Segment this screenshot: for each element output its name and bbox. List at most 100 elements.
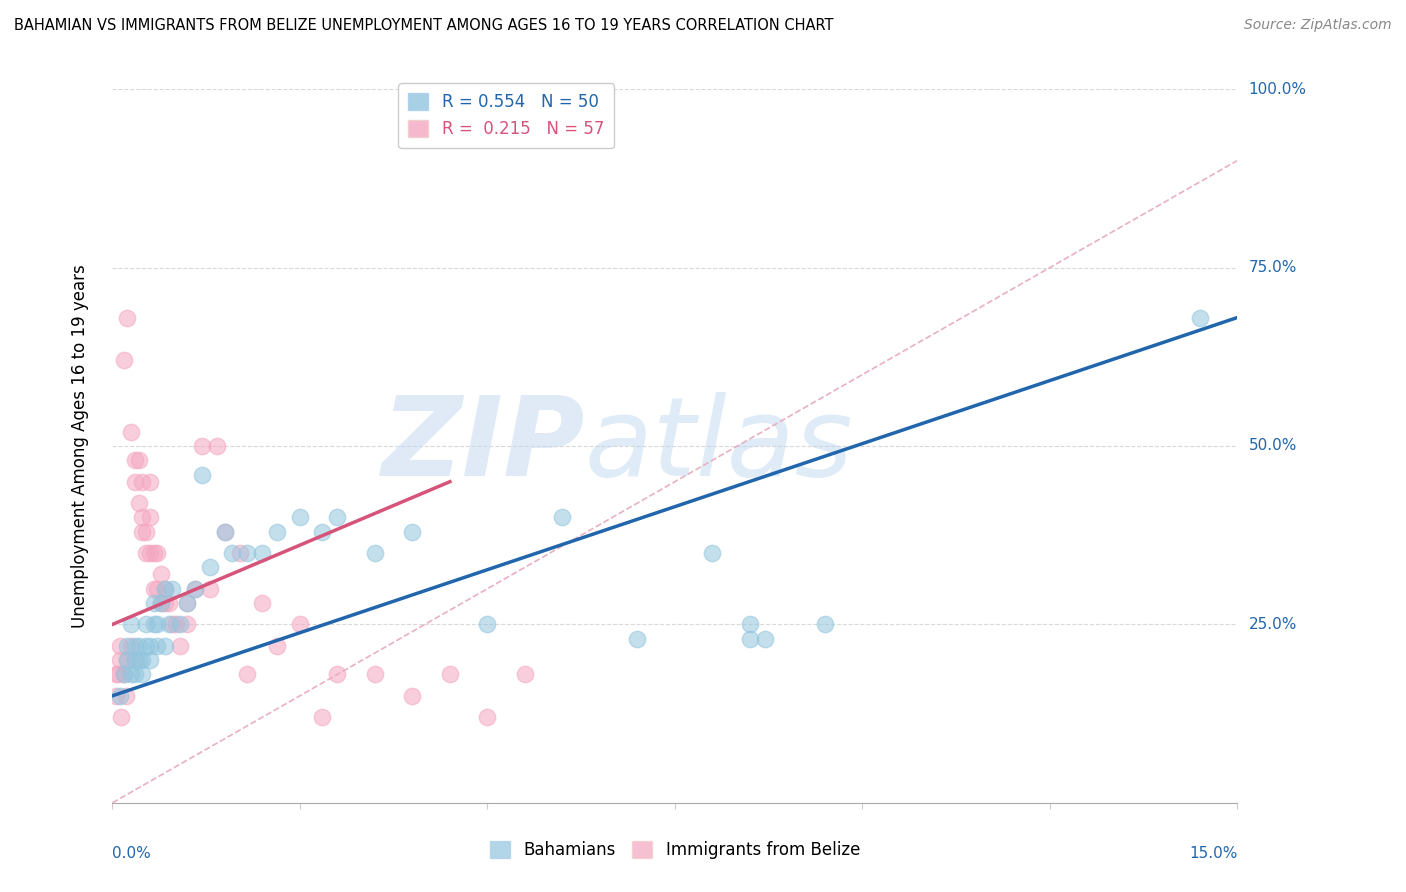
Point [311,710,333,724]
Point [124,639,146,653]
Point [477,710,499,724]
Point [165,617,187,632]
Point [120,667,142,681]
Point [169,639,191,653]
Point [117,653,139,667]
Point [150,596,173,610]
Point [1188,310,1211,325]
Point [401,524,423,539]
Point [364,546,387,560]
Point [162,582,184,596]
Point [146,582,169,596]
Point [266,639,288,653]
Point [214,524,236,539]
Point [131,524,153,539]
Point [153,596,176,610]
Point [176,617,198,632]
Point [207,439,229,453]
Point [124,653,146,667]
Point [551,510,574,524]
Point [198,560,221,574]
Point [252,596,274,610]
Point [214,524,236,539]
Point [626,632,648,646]
Point [128,453,150,467]
Point [142,582,165,596]
Point [131,475,153,489]
Point [115,689,138,703]
Point [105,667,128,681]
Point [108,653,131,667]
Point [124,653,146,667]
Point [135,639,157,653]
Point [112,353,135,368]
Point [108,689,131,703]
Text: BAHAMIAN VS IMMIGRANTS FROM BELIZE UNEMPLOYMENT AMONG AGES 16 TO 19 YEARS CORREL: BAHAMIAN VS IMMIGRANTS FROM BELIZE UNEMP… [14,18,834,33]
Point [311,524,333,539]
Point [108,639,131,653]
Point [814,617,837,632]
Point [221,546,243,560]
Point [702,546,724,560]
Point [153,582,176,596]
Point [142,546,165,560]
Point [153,639,176,653]
Point [157,617,180,632]
Point [124,667,146,681]
Point [439,667,461,681]
Point [169,617,191,632]
Point [142,596,165,610]
Text: 25.0%: 25.0% [1249,617,1296,632]
Point [120,639,142,653]
Point [754,632,776,646]
Y-axis label: Unemployment Among Ages 16 to 19 years: Unemployment Among Ages 16 to 19 years [70,264,89,628]
Point [117,310,139,325]
Point [191,439,214,453]
Point [364,667,387,681]
Point [162,617,184,632]
Point [112,667,135,681]
Point [139,475,162,489]
Point [128,639,150,653]
Point [146,546,169,560]
Point [252,546,274,560]
Point [128,496,150,510]
Point [401,689,423,703]
Point [153,582,176,596]
Point [135,617,157,632]
Point [139,510,162,524]
Point [117,639,139,653]
Text: ZIP: ZIP [381,392,585,500]
Point [139,546,162,560]
Text: atlas: atlas [585,392,853,500]
Point [135,524,157,539]
Point [326,510,349,524]
Point [107,667,129,681]
Point [139,653,162,667]
Point [146,639,169,653]
Point [229,546,252,560]
Legend: Bahamians, Immigrants from Belize: Bahamians, Immigrants from Belize [484,834,866,866]
Point [131,667,153,681]
Point [288,510,311,524]
Point [236,667,259,681]
Point [326,667,349,681]
Point [146,617,169,632]
Point [288,617,311,632]
Point [124,453,146,467]
Point [157,596,180,610]
Point [738,617,761,632]
Point [513,667,536,681]
Point [110,710,132,724]
Point [266,524,288,539]
Text: Source: ZipAtlas.com: Source: ZipAtlas.com [1244,18,1392,32]
Point [198,582,221,596]
Point [150,596,173,610]
Point [131,510,153,524]
Text: 75.0%: 75.0% [1249,260,1296,275]
Point [128,653,150,667]
Point [112,667,135,681]
Point [738,632,761,646]
Point [120,617,142,632]
Point [176,596,198,610]
